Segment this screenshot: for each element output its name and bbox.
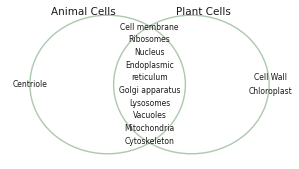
Text: Cytoskeleton: Cytoskeleton (125, 137, 174, 146)
Text: Chloroplast: Chloroplast (249, 87, 292, 96)
Text: Endoplasmic: Endoplasmic (125, 61, 174, 70)
Text: Lysosomes: Lysosomes (129, 99, 170, 108)
Text: Mitochondria: Mitochondria (124, 124, 175, 133)
Text: Cell membrane: Cell membrane (120, 22, 179, 32)
Text: Ribosomes: Ribosomes (129, 35, 170, 44)
Text: Centriole: Centriole (13, 80, 47, 89)
Text: Vacuoles: Vacuoles (132, 111, 167, 120)
Text: Plant Cells: Plant Cells (176, 7, 231, 17)
Text: Golgi apparatus: Golgi apparatus (119, 86, 180, 95)
Text: Cell Wall: Cell Wall (254, 73, 287, 82)
Text: reticulum: reticulum (131, 73, 168, 82)
Text: Nucleus: Nucleus (134, 48, 165, 57)
Text: Animal Cells: Animal Cells (51, 7, 116, 17)
